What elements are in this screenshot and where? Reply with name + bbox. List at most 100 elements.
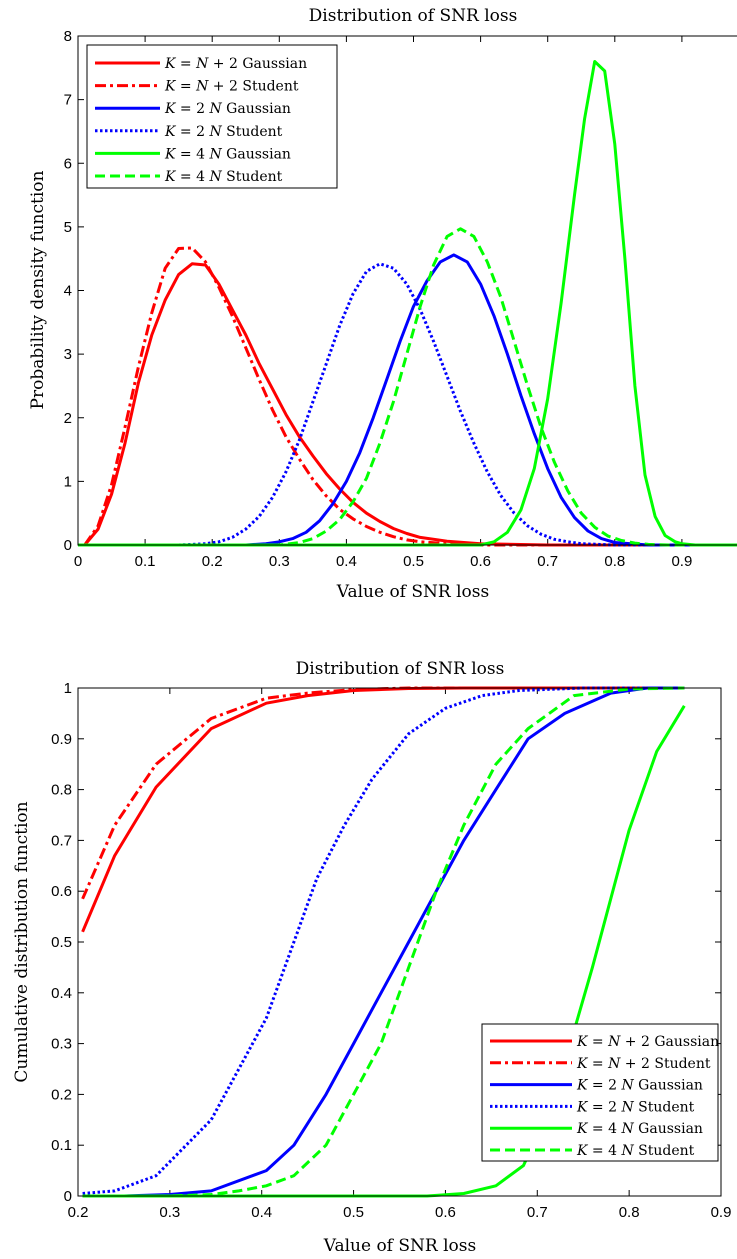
- cdf-series-line-3: [82, 686, 685, 1198]
- legend-n-symbol: N: [195, 56, 209, 72]
- legend-rest-text: + 2 Gaussian: [620, 1034, 719, 1050]
- legend-equals-part: = 2: [175, 101, 209, 117]
- legend-k-symbol: K: [164, 146, 177, 162]
- pdf-y-axis-label: Probability density function: [28, 170, 48, 409]
- pdf-y-tick-label: 5: [64, 219, 72, 236]
- cdf-x-tick-label: 0.7: [527, 1204, 548, 1221]
- legend-equals-part: = 4: [587, 1121, 621, 1137]
- pdf-x-tick-label: 0.4: [336, 553, 357, 570]
- legend-rest-text: Student: [634, 1099, 695, 1115]
- cdf-y-tick-label: 1: [64, 680, 72, 697]
- legend-rest-text: Student: [222, 124, 283, 140]
- legend-n-symbol: N: [607, 1034, 621, 1050]
- cdf-x-tick-label: 0.8: [619, 1204, 640, 1221]
- legend-rest-text: Gaussian: [634, 1121, 703, 1137]
- pdf-series: [78, 60, 737, 547]
- cdf-chart-title: Distribution of SNR loss: [296, 659, 505, 679]
- cdf-x-axis-label: Value of SNR loss: [323, 1236, 476, 1256]
- cdf-x-tick-label: 0.2: [68, 1204, 89, 1221]
- pdf-legend-label-2: K = N + 2 Student: [164, 79, 299, 95]
- pdf-legend-box: [86, 44, 338, 189]
- pdf-legend-label-1: K = N + 2 Gaussian: [164, 56, 307, 72]
- legend-equals-part: = 2: [587, 1078, 621, 1094]
- legend-n-symbol: N: [195, 79, 209, 95]
- cdf-y-tick-label: 0.9: [51, 731, 72, 748]
- legend-n-symbol: N: [208, 101, 222, 117]
- cdf-y-tick-label: 0.4: [51, 985, 72, 1002]
- pdf-series-line-4: [78, 262, 737, 547]
- cdf-y-tick-label: 0.2: [51, 1086, 72, 1103]
- legend-k-symbol: K: [576, 1143, 589, 1159]
- legend-rest-text: Student: [222, 169, 283, 185]
- pdf-x-tick-label: 0: [74, 553, 82, 570]
- pdf-legend-label-5: K = 4 N Gaussian: [164, 146, 291, 162]
- legend-n-symbol: N: [620, 1143, 634, 1159]
- cdf-series-line-2: [81, 686, 685, 900]
- legend-k-symbol: K: [164, 101, 177, 117]
- cdf-series-line-4: [82, 686, 685, 1195]
- pdf-x-tick-label: 0.1: [135, 553, 156, 570]
- legend-equals-part: =: [587, 1056, 608, 1072]
- legend-n-symbol: N: [208, 124, 222, 140]
- legend-k-symbol: K: [164, 169, 177, 185]
- pdf-series-line-1: [83, 262, 737, 547]
- legend-rest-text: Student: [634, 1143, 695, 1159]
- pdf-y-tick-label: 6: [64, 155, 72, 172]
- cdf-x-tick-label: 0.6: [435, 1204, 456, 1221]
- legend-equals-part: = 4: [175, 169, 209, 185]
- pdf-x-axis-label: Value of SNR loss: [336, 582, 489, 602]
- pdf-series-line-6: [78, 227, 737, 547]
- pdf-y-tick-label: 0: [64, 537, 72, 554]
- legend-k-symbol: K: [164, 124, 177, 140]
- cdf-legend-label-1: K = N + 2 Gaussian: [576, 1034, 719, 1050]
- legend-n-symbol: N: [607, 1056, 621, 1072]
- legend-k-symbol: K: [164, 79, 177, 95]
- legend-k-symbol: K: [576, 1056, 589, 1072]
- legend-k-symbol: K: [576, 1034, 589, 1050]
- cdf-legend-label-6: K = 4 N Student: [576, 1143, 695, 1159]
- legend-k-symbol: K: [576, 1121, 589, 1137]
- cdf-y-tick-label: 0.8: [51, 782, 72, 799]
- legend-n-symbol: N: [620, 1121, 634, 1137]
- cdf-y-axis-label: Cumulative distribution function: [12, 801, 32, 1082]
- pdf-x-tick-label: 0.9: [671, 553, 692, 570]
- legend-k-symbol: K: [576, 1099, 589, 1115]
- pdf-y-tick-label: 4: [64, 283, 72, 300]
- cdf-y-tick-label: 0.6: [51, 883, 72, 900]
- legend-equals-part: = 2: [587, 1099, 621, 1115]
- legend-n-symbol: N: [620, 1099, 634, 1115]
- cdf-plot-frame: [77, 687, 722, 1197]
- legend-rest-text: + 2 Student: [208, 79, 298, 95]
- legend-equals-part: =: [587, 1034, 608, 1050]
- pdf-y-tick-label: 3: [64, 346, 72, 363]
- legend-k-symbol: K: [576, 1078, 589, 1094]
- legend-n-symbol: N: [208, 169, 222, 185]
- cdf-y-tick-label: 0.7: [51, 832, 72, 849]
- cdf-series-line-6: [82, 686, 685, 1198]
- cdf-x-tick-label: 0.5: [343, 1204, 364, 1221]
- legend-equals-part: = 4: [175, 146, 209, 162]
- pdf-x-tick-label: 0.2: [202, 553, 223, 570]
- pdf-y-tick-label: 1: [64, 473, 72, 490]
- pdf-legend-label-6: K = 4 N Student: [164, 169, 283, 185]
- pdf-y-tick-label: 7: [64, 92, 72, 109]
- pdf-y-tick-label: 8: [64, 28, 72, 45]
- legend-equals-part: =: [175, 79, 196, 95]
- cdf-chart: Distribution of SNR loss 0 0.1 0.2 0.3 0.4 0.…: [12, 659, 731, 1256]
- legend-n-symbol: N: [620, 1078, 634, 1094]
- legend-n-symbol: N: [208, 146, 222, 162]
- cdf-y-tick-label: 0.3: [51, 1036, 72, 1053]
- pdf-chart: Distribution of SNR loss 0 1 2 3 4 5 6 7 8 0 0.1 0…: [28, 6, 737, 602]
- cdf-y-tick-label: 0.1: [51, 1137, 72, 1154]
- cdf-legend-label-3: K = 2 N Gaussian: [576, 1078, 703, 1094]
- pdf-y-tick-label: 2: [64, 410, 72, 427]
- legend-rest-text: Gaussian: [634, 1078, 703, 1094]
- legend-equals-part: =: [175, 56, 196, 72]
- legend-rest-text: Gaussian: [222, 146, 291, 162]
- pdf-series-line-5: [78, 60, 737, 547]
- cdf-legend-label-4: K = 2 N Student: [576, 1099, 695, 1115]
- legend-equals-part: = 2: [175, 124, 209, 140]
